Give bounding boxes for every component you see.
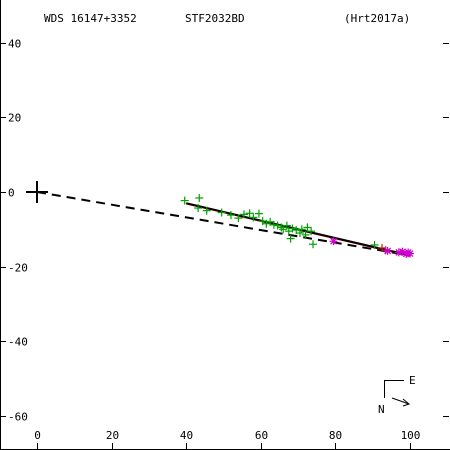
compass-north-label: N [378,403,385,416]
compass-motion-arrow [391,397,410,405]
plus-point [240,210,249,219]
axes: 0 20 40 60 80 100 40 20 0 -20 -40 -60 [0,38,449,449]
y-tick-label: -60 [8,411,28,424]
plus-point [254,209,263,218]
y-tick-label: 0 [8,187,15,200]
plus-point [297,225,306,234]
y-tick-label: 20 [8,112,21,125]
header-reference: (Hrt2017a) [344,12,410,25]
plus-point [269,220,278,229]
plus-point [180,196,189,205]
x-tick-label: 0 [34,429,41,442]
plus-point [277,223,286,232]
plus-point [282,221,291,230]
asterisk-point [329,237,338,246]
plus-point [301,230,310,239]
y-tick-label: 40 [8,38,21,51]
header-wds-id: WDS 16147+3352 [44,12,137,25]
compass: E N [378,374,416,416]
plus-point [217,208,226,217]
x-tick-label: 40 [180,429,193,442]
asterisk-point [383,246,392,255]
observations [180,193,414,258]
plus-point [234,214,243,223]
plus-point [195,193,204,202]
plus-point [273,221,282,230]
plus-point [262,219,271,228]
point-d2 [330,237,337,245]
plus-point [286,234,295,243]
plus-point [249,213,258,222]
plus-point [295,229,304,238]
x-tick-label: 100 [401,429,421,442]
y-tick-label: -20 [8,262,28,275]
plus-point [202,206,211,215]
asterisk-point [406,249,414,258]
compass-arrow-head [402,398,411,407]
plus-point [194,204,203,213]
point-d2 [384,247,392,255]
plus-point [279,225,288,234]
y-tick-label: -40 [8,336,28,349]
x-tick-label: 20 [106,429,119,442]
plus-point [288,224,297,233]
x-tick-label: 60 [255,429,268,442]
dashed-line [36,191,411,257]
header-pair-name: STF2032BD [185,12,245,25]
plus-point [370,240,379,249]
plus-point [226,211,235,220]
point-d2 [399,248,406,256]
compass-east-label: E [409,374,416,387]
plus-point [309,240,318,249]
x-tick-label: 80 [329,429,342,442]
point-d2 [406,250,414,257]
plus-point [307,227,316,236]
plus-point [303,223,312,232]
plus-point [245,209,254,218]
